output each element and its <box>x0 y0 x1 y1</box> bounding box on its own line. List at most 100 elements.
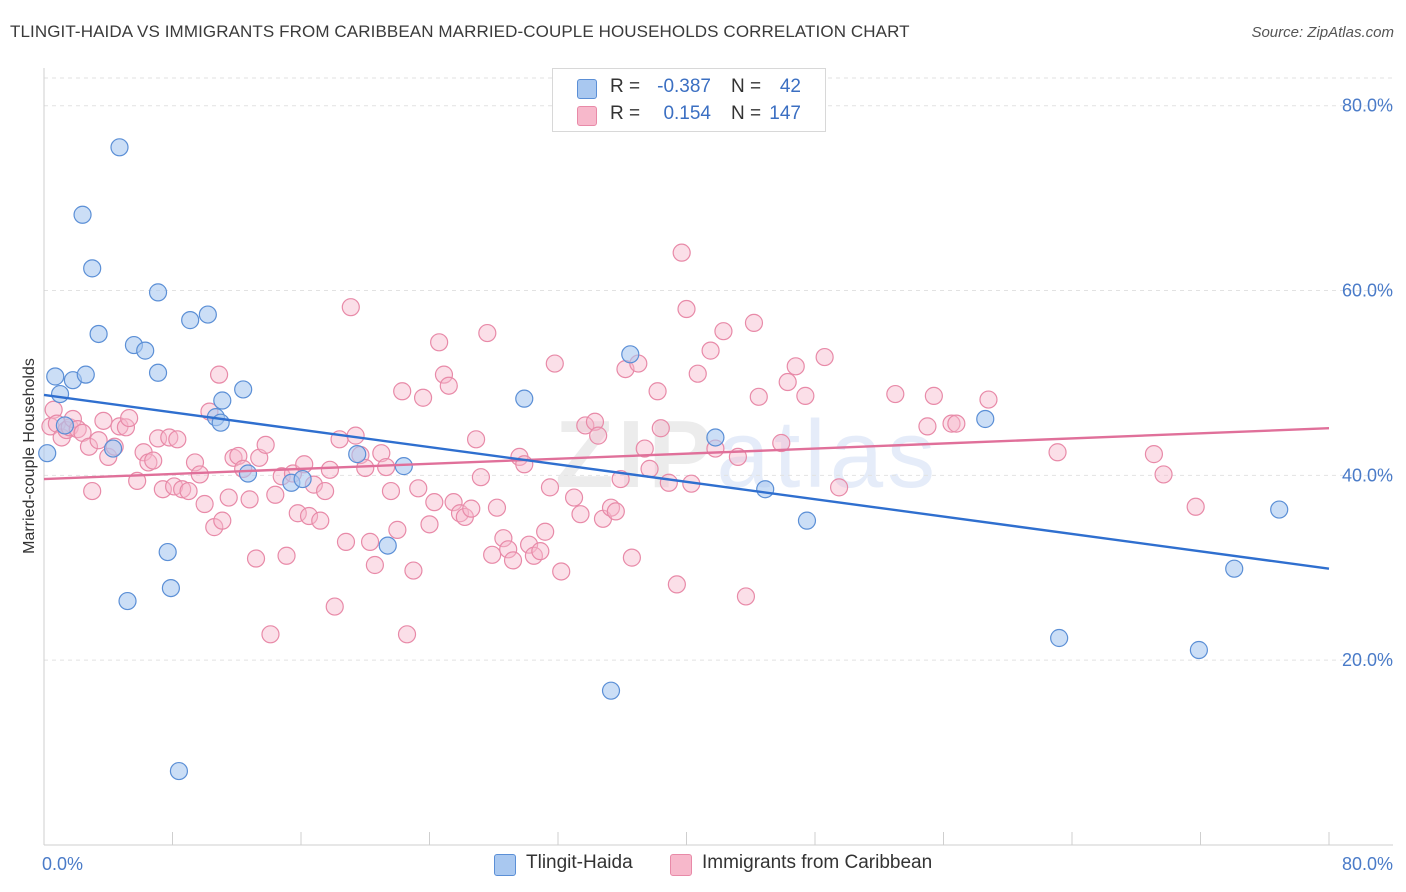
tlingit-point <box>1225 559 1244 578</box>
caribbean-point <box>979 390 998 409</box>
tlingit-point <box>515 389 534 408</box>
caribbean-point <box>462 499 481 518</box>
caribbean-point <box>120 408 139 428</box>
caribbean-point <box>545 354 564 373</box>
tlingit-point <box>136 341 155 360</box>
caribbean-point <box>918 417 937 436</box>
correlation-legend: R = -0.387 N = 42 R = 0.154 N = 147 <box>552 68 826 132</box>
caribbean-point <box>315 481 335 501</box>
legend-label-caribbean: Immigrants from Caribbean <box>702 852 933 873</box>
caribbean-point <box>266 485 285 504</box>
caribbean-point <box>365 555 384 575</box>
caribbean-point <box>478 323 497 343</box>
y-axis-title: Married-couple Households <box>21 358 38 554</box>
tlingit-point <box>50 384 70 404</box>
caribbean-point <box>796 386 815 405</box>
tlingit-point <box>76 365 95 384</box>
tlingit-point <box>1189 640 1208 660</box>
legend-n-label: N = <box>731 76 762 97</box>
caribbean-point <box>288 504 307 523</box>
y-tick-label: 80.0% <box>1342 96 1393 116</box>
legend-r-value: -0.387 <box>657 76 711 97</box>
caribbean-point <box>377 457 396 477</box>
caribbean-point <box>622 548 641 567</box>
legend-swatch-tlingit <box>494 854 516 876</box>
caribbean-point <box>356 458 375 478</box>
caribbean-point <box>190 465 209 484</box>
tlingit-trend-line <box>43 393 1330 570</box>
caribbean-point <box>659 473 678 492</box>
tlingit-point <box>601 681 621 700</box>
legend-swatch-caribbean <box>670 854 692 876</box>
caribbean-point <box>372 444 391 463</box>
caribbean-point <box>947 414 966 433</box>
series-caribbean-points <box>41 243 1205 644</box>
caribbean-point <box>185 453 205 472</box>
caribbean-point <box>1144 445 1164 464</box>
caribbean-point <box>144 451 163 470</box>
caribbean-point <box>585 412 605 431</box>
tlingit-point <box>161 579 180 598</box>
caribbean-point <box>688 364 707 383</box>
caribbean-point <box>635 439 654 458</box>
caribbean-point <box>341 298 360 317</box>
x-tick-label-min: 0.0% <box>42 854 83 874</box>
caribbean-point <box>439 376 458 395</box>
caribbean-point <box>606 502 625 521</box>
y-tick-label: 40.0% <box>1342 465 1393 485</box>
caribbean-point <box>153 480 172 499</box>
caribbean-point <box>240 490 259 509</box>
caribbean-point <box>829 478 849 497</box>
tlingit-point <box>234 380 253 399</box>
legend-row-tlingit: R = -0.387 N = 42 <box>553 74 825 102</box>
legend-r-value: 0.154 <box>663 103 711 124</box>
caribbean-point <box>168 430 187 449</box>
caribbean-point <box>714 322 733 341</box>
caribbean-point <box>320 460 340 479</box>
caribbean-point <box>487 498 507 517</box>
legend-r-label: R = <box>610 103 641 124</box>
x-tick-label-max: 80.0% <box>1342 854 1393 874</box>
caribbean-point <box>425 493 444 512</box>
caribbean-point <box>1154 465 1173 484</box>
tlingit-point <box>103 439 123 458</box>
caribbean-point <box>261 625 280 644</box>
caribbean-point <box>589 426 608 445</box>
legend-swatch-tlingit <box>577 79 597 99</box>
tlingit-point <box>83 259 102 278</box>
caribbean-point <box>576 416 595 435</box>
caribbean-point <box>672 243 691 262</box>
tlingit-point <box>1050 628 1069 648</box>
caribbean-point <box>256 435 275 454</box>
caribbean-point <box>483 545 502 564</box>
caribbean-point <box>430 333 449 352</box>
tlingit-point <box>238 464 258 483</box>
legend-n-label: N = <box>731 103 762 124</box>
caribbean-point <box>942 414 961 433</box>
caribbean-point <box>360 532 380 551</box>
tlingit-point <box>110 138 129 157</box>
caribbean-point <box>311 511 330 530</box>
tlingit-point <box>46 367 65 386</box>
caribbean-point <box>552 562 571 581</box>
tlingit-point <box>181 311 200 330</box>
caribbean-point <box>677 299 696 319</box>
caribbean-point <box>209 365 229 384</box>
caribbean-point <box>494 529 513 548</box>
caribbean-point <box>667 575 686 594</box>
caribbean-point <box>571 505 590 524</box>
tlingit-point <box>1270 500 1289 519</box>
tlingit-point <box>89 324 108 344</box>
caribbean-point <box>611 469 630 489</box>
trend-lines <box>43 393 1330 570</box>
tlingit-point <box>55 416 74 435</box>
caribbean-point <box>388 520 407 539</box>
legend-n-value: 42 <box>779 76 801 97</box>
tlingit-point <box>198 305 217 324</box>
caribbean-point <box>79 437 99 456</box>
caribbean-point <box>749 387 768 406</box>
x-ticks <box>43 832 1330 845</box>
caribbean-point <box>325 597 344 616</box>
caribbean-trend-line <box>43 427 1330 481</box>
